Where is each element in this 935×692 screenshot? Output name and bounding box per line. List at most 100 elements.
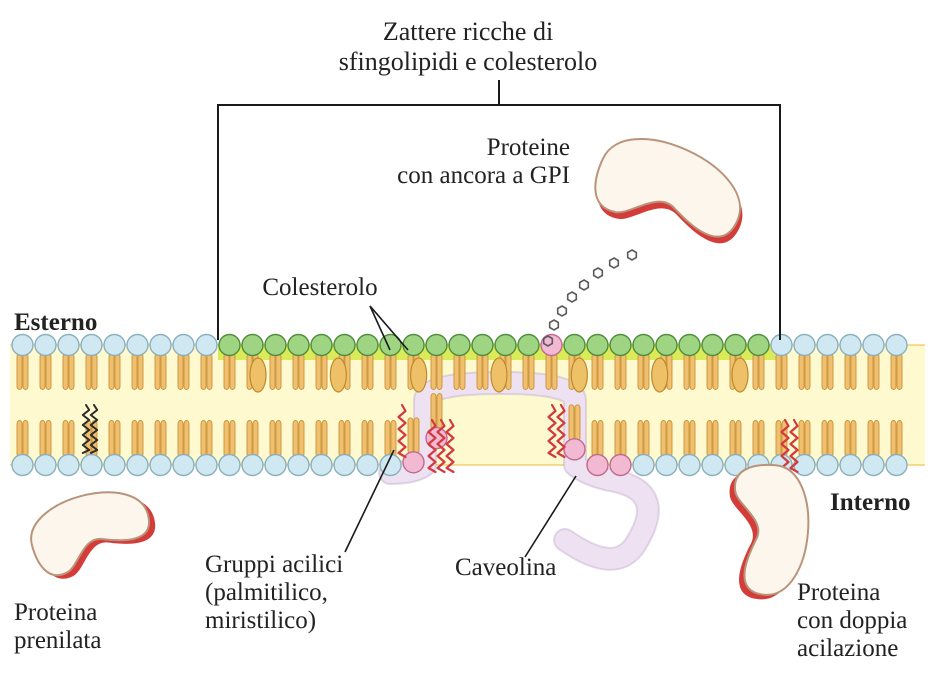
lipid-head: [840, 455, 861, 476]
gpi-link: [568, 292, 577, 302]
lipid-head: [449, 335, 470, 356]
lipid-tail: [644, 421, 649, 457]
lipid-head: [610, 455, 631, 476]
lipid-head: [35, 455, 56, 476]
lipid-tail: [431, 354, 436, 390]
lipid-head: [679, 455, 700, 476]
lipid-tail: [891, 421, 896, 457]
lipid-tail: [224, 421, 229, 457]
membrane: [10, 345, 925, 465]
cholesterol: [411, 358, 427, 392]
lipid-tail: [362, 421, 367, 457]
cholesterol: [732, 358, 748, 392]
acyl-label: miristilico): [205, 607, 316, 634]
lipid-tail: [776, 421, 781, 457]
lipid-head: [656, 455, 677, 476]
lipid-head: [58, 335, 79, 356]
lipid-head: [81, 455, 102, 476]
lipid-tail: [713, 354, 718, 390]
lipid-tail: [684, 421, 689, 457]
lipid-tail: [644, 354, 649, 390]
gpi-label: Proteine: [487, 134, 570, 161]
lipid-head: [357, 335, 378, 356]
lipid-tail: [155, 354, 160, 390]
lipid-tail: [569, 405, 574, 441]
interno-label: Interno: [830, 489, 911, 516]
lipid-tail: [408, 418, 413, 454]
lipid-head: [357, 455, 378, 476]
lipid-tail: [184, 421, 189, 457]
lipid-tail: [23, 421, 28, 457]
lipid-tail: [621, 421, 626, 457]
lipid-tail: [828, 421, 833, 457]
lipid-tail: [276, 421, 281, 457]
lipid-head: [104, 455, 125, 476]
lipid-tail: [63, 421, 68, 457]
lipid-tail: [546, 354, 551, 390]
lipid-head: [334, 335, 355, 356]
lipid-head: [518, 335, 539, 356]
lipid-head: [219, 455, 240, 476]
lipid-head: [311, 335, 332, 356]
lipid-tail: [851, 421, 856, 457]
lipid-tail: [690, 354, 695, 390]
lipid-tail: [178, 421, 183, 457]
lipid-head: [58, 455, 79, 476]
lipid-tail: [690, 421, 695, 457]
gpi-link: [610, 258, 619, 268]
lipid-head: [288, 335, 309, 356]
diacyl-label: Proteina: [797, 579, 880, 606]
lipid-head: [679, 335, 700, 356]
lipid-head: [886, 335, 907, 356]
lipid-tail: [460, 354, 465, 390]
lipid-tail: [322, 354, 327, 390]
lipid-tail: [391, 354, 396, 390]
lipid-tail: [805, 421, 810, 457]
lipid-tail: [667, 421, 672, 457]
lipid-head: [633, 335, 654, 356]
lipid-tail: [638, 354, 643, 390]
acyl-label: Gruppi acilici: [205, 551, 343, 578]
lipid-tail: [782, 354, 787, 390]
lipid-tail: [575, 405, 580, 441]
lipid-head: [771, 335, 792, 356]
lipid-tail: [759, 354, 764, 390]
lipid-tail: [230, 354, 235, 390]
lipid-tail: [201, 354, 206, 390]
lipid-tail: [293, 354, 298, 390]
lipid-tail: [868, 421, 873, 457]
gpi-label: con ancora a GPI: [397, 162, 570, 189]
lipid-tail: [437, 394, 442, 430]
prenyl-label: Proteina: [14, 599, 97, 626]
lipid-tail: [529, 354, 534, 390]
cholesterol: [330, 358, 346, 392]
gpi-link: [558, 306, 567, 316]
lipid-head: [863, 455, 884, 476]
lipid-tail: [615, 354, 620, 390]
lipid-tail: [454, 354, 459, 390]
lipid-tail: [132, 421, 137, 457]
lipid-tail: [592, 354, 597, 390]
cholesterol: [571, 358, 587, 392]
lipid-tail: [299, 421, 304, 457]
lipid-tail: [615, 421, 620, 457]
lipid-tail: [776, 354, 781, 390]
lipid-tail: [753, 354, 758, 390]
lipid-head: [587, 455, 608, 476]
lipid-head: [886, 455, 907, 476]
lipid-tail: [759, 421, 764, 457]
lipid-head: [426, 335, 447, 356]
lipid-tail: [822, 354, 827, 390]
lipid-head: [265, 455, 286, 476]
cholesterol: [491, 358, 507, 392]
lipid-tail: [293, 421, 298, 457]
lipid-tail: [207, 354, 212, 390]
lipid-tail: [161, 354, 166, 390]
lipid-head: [242, 335, 263, 356]
prenyl-label: prenilata: [14, 627, 101, 654]
lipid-head: [863, 335, 884, 356]
lipid-tail: [713, 421, 718, 457]
lipid-tail: [684, 354, 689, 390]
lipid-tail: [40, 354, 45, 390]
lipid-tail: [339, 421, 344, 457]
